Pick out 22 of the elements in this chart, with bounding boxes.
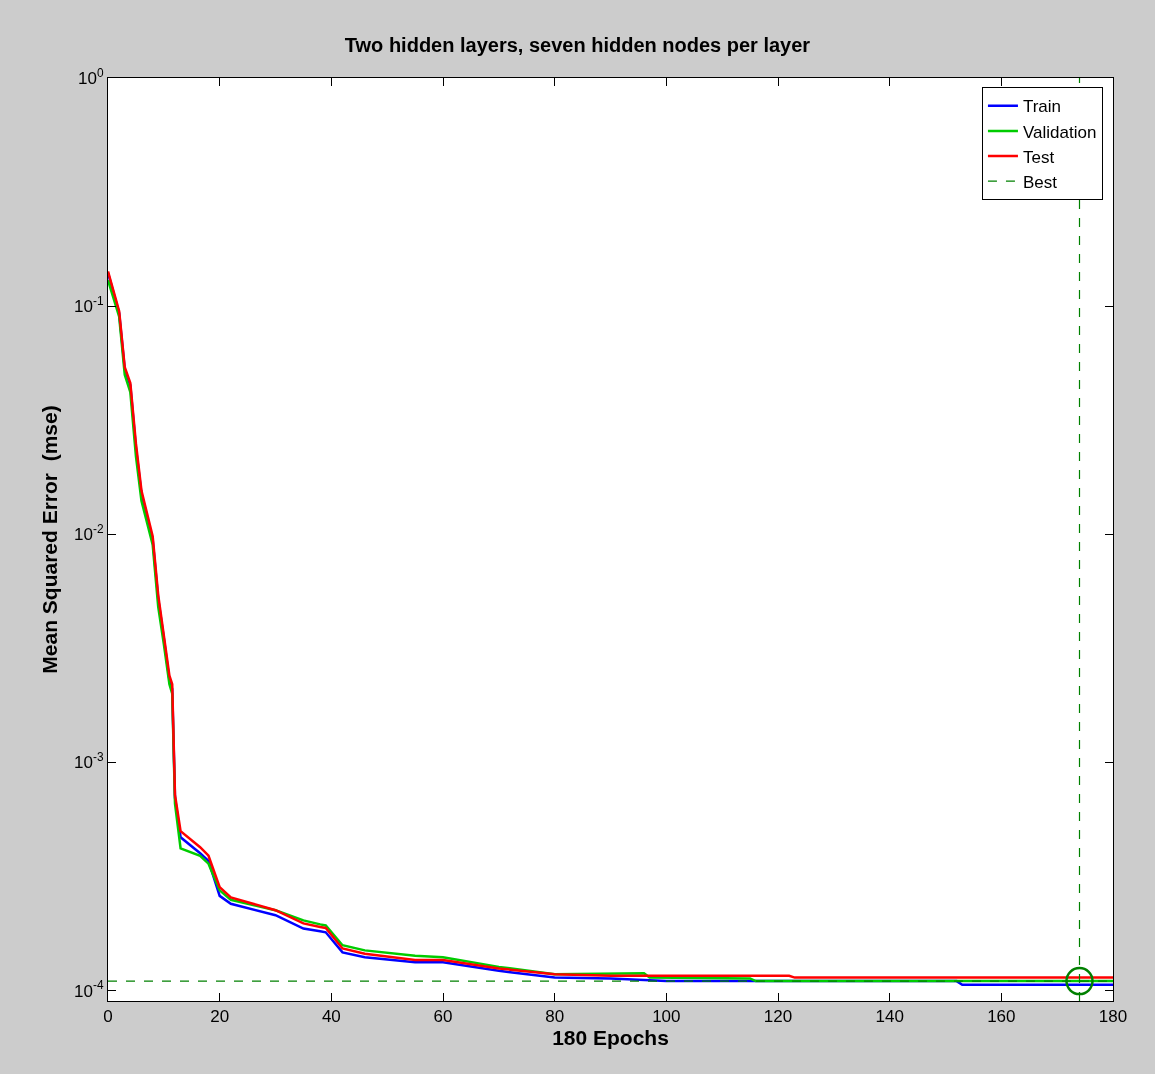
- legend-label: Test: [1022, 147, 1055, 167]
- x-tick-label: 100: [652, 1007, 681, 1027]
- ref-line-label: Best: [1022, 172, 1058, 192]
- x-tick-label: 80: [545, 1007, 565, 1027]
- x-tick-label: 180: [1098, 1007, 1128, 1027]
- x-tick-label: 120: [763, 1007, 793, 1027]
- x-tick-label: 160: [987, 1007, 1016, 1027]
- y-axis-title: Mean Squared Error (mse): [38, 405, 62, 674]
- x-axis-title: 180 Epochs: [552, 1026, 669, 1050]
- x-tick-label: 0: [103, 1007, 113, 1027]
- x-tick-label: 140: [875, 1007, 904, 1027]
- y-tick-label: 10$^{-2}$: [74, 522, 104, 545]
- y-tick-label: 10$^{-4}$: [74, 978, 104, 1001]
- y-tick-label: 10$^{-1}$: [74, 293, 104, 317]
- legend-label: Validation: [1022, 122, 1097, 142]
- chart-title: Two hidden layers, seven hidden nodes per layer: [344, 33, 811, 56]
- x-tick-label: 20: [210, 1007, 230, 1027]
- x-tick-label: 60: [433, 1007, 453, 1027]
- legend-label: Train: [1022, 97, 1062, 117]
- y-tick-label: 10$^{0}$: [78, 65, 104, 88]
- x-tick-label: 40: [321, 1007, 341, 1027]
- y-tick-label: 10$^{-3}$: [74, 750, 104, 773]
